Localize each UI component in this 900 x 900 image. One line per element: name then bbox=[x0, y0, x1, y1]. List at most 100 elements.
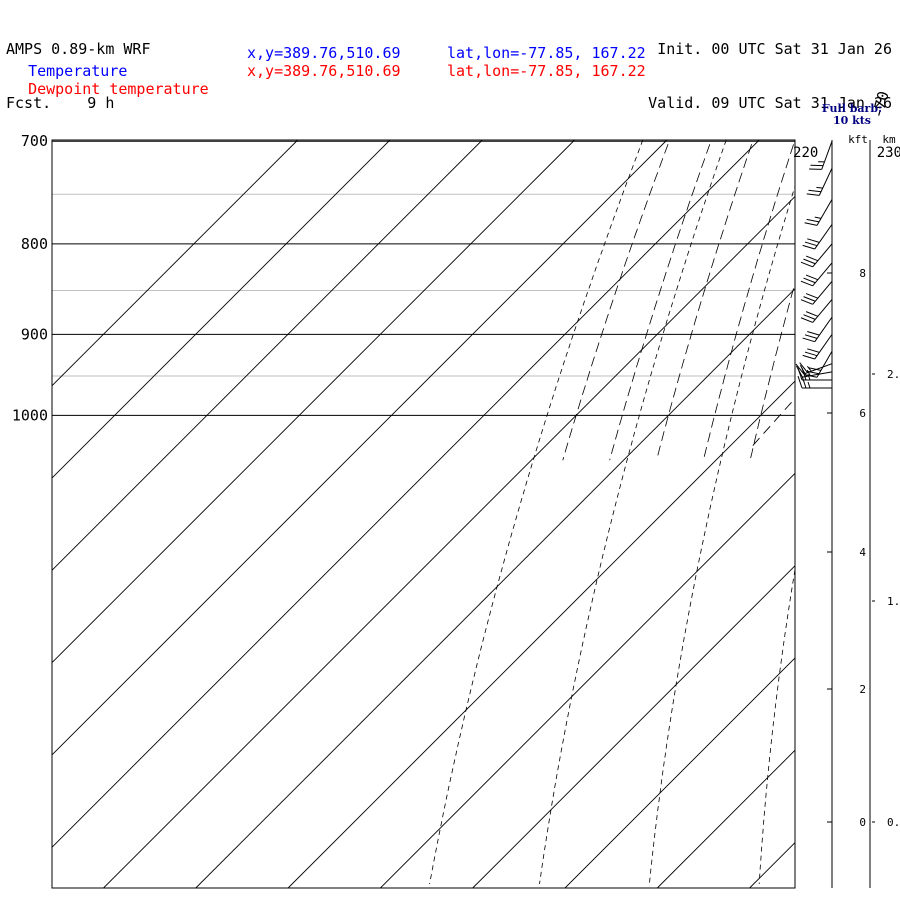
isotherm bbox=[103, 195, 795, 888]
km-tick-label: 2. bbox=[887, 368, 900, 381]
barb-half-flag bbox=[807, 365, 812, 372]
barb-flag bbox=[804, 222, 818, 226]
barb-flag bbox=[805, 255, 819, 262]
barb-flag bbox=[805, 293, 819, 299]
moist-adiabat bbox=[656, 140, 754, 461]
barb-half-flag bbox=[814, 216, 822, 219]
fcst-label: Fcst. bbox=[6, 94, 52, 112]
barb-flag bbox=[803, 258, 816, 265]
barb-half-flag bbox=[807, 381, 811, 389]
kft-tick-label: 8 bbox=[859, 267, 866, 280]
fcst-value: 9 h bbox=[87, 94, 115, 112]
barb-flag bbox=[808, 367, 822, 371]
dry-adiabat bbox=[649, 184, 795, 885]
kft-tick-label: 6 bbox=[859, 407, 866, 420]
isotherm bbox=[52, 140, 575, 664]
header-right: Init. 00 UTC Sat 31 Jan 26 Valid. 09 UTC… bbox=[648, 4, 892, 130]
init-value: 00 UTC Sat 31 Jan 26 bbox=[711, 40, 892, 58]
kft-tick-label: 2 bbox=[859, 683, 866, 696]
pressure-tick-label: 800 bbox=[21, 235, 48, 253]
model-name: AMPS 0.89-km WRF bbox=[6, 40, 151, 58]
barb-staff bbox=[812, 262, 833, 287]
header-left: AMPS 0.89-km WRF Fcst. 9 h bbox=[6, 4, 151, 130]
dry-adiabat bbox=[429, 140, 644, 885]
plot-frame bbox=[51, 139, 796, 889]
barb-flag bbox=[806, 218, 820, 223]
barb-legend-line1: Full barb: bbox=[821, 102, 883, 115]
kft-label: kft bbox=[848, 133, 868, 146]
barb-flag bbox=[800, 299, 813, 305]
barb-flag bbox=[797, 367, 803, 381]
barb-legend: Full barb: 10 kts bbox=[812, 103, 892, 127]
barb-flag bbox=[803, 314, 816, 320]
init-label: Init. bbox=[657, 40, 703, 58]
barb-flag bbox=[800, 280, 813, 287]
barb-flag bbox=[807, 331, 820, 336]
barb-flag bbox=[801, 367, 807, 381]
theta-label: 230 bbox=[877, 145, 900, 161]
moist-adiabat bbox=[562, 140, 670, 461]
barb-legend-line2: 10 kts bbox=[832, 114, 872, 127]
barb-staff bbox=[812, 299, 833, 323]
barb-flag bbox=[803, 277, 816, 284]
theta-label: 220 bbox=[793, 145, 818, 161]
barb-flag bbox=[807, 348, 820, 353]
barb-flag bbox=[806, 193, 820, 196]
mixing-ratio-line bbox=[875, 204, 900, 445]
barb-flag bbox=[804, 241, 818, 247]
wind-barb bbox=[802, 334, 833, 360]
dry-adiabat bbox=[869, 140, 900, 884]
barb-flag bbox=[805, 274, 819, 281]
km-label: km bbox=[882, 133, 896, 146]
barb-flag bbox=[801, 375, 807, 389]
wind-barb bbox=[800, 281, 833, 305]
barb-flag bbox=[802, 354, 815, 360]
barb-flag bbox=[795, 363, 805, 375]
wind-barb bbox=[797, 375, 832, 389]
barb-flag bbox=[797, 375, 803, 389]
barb-flag bbox=[804, 334, 818, 339]
init-time: Init. 00 UTC Sat 31 Jan 26 bbox=[648, 40, 892, 58]
wind-barb bbox=[804, 199, 833, 226]
barb-staff bbox=[814, 316, 833, 342]
forecast-hour: Fcst. 9 h bbox=[6, 94, 151, 112]
isotherm bbox=[52, 140, 760, 848]
pressure-tick-label: 700 bbox=[21, 132, 48, 150]
legend-dewpoint-latlon: lat,lon=-77.85, 167.22 bbox=[447, 62, 646, 80]
moist-adiabat bbox=[703, 140, 795, 461]
barb-staff bbox=[812, 243, 833, 268]
isotherm bbox=[52, 140, 483, 571]
kft-tick-label: 0 bbox=[859, 816, 866, 829]
barb-flag bbox=[802, 244, 815, 250]
wind-barb bbox=[800, 299, 833, 323]
valid-time: Valid. 09 UTC Sat 31 Jan 26 bbox=[648, 94, 892, 112]
barb-flag bbox=[807, 238, 820, 243]
isotherm bbox=[842, 140, 900, 888]
isotherm bbox=[472, 565, 795, 888]
legend-dewpoint-name: Dewpoint temperature bbox=[28, 80, 209, 98]
wind-barb bbox=[797, 367, 832, 381]
mixing-ratio-line bbox=[812, 204, 900, 445]
moist-adiabat bbox=[890, 130, 900, 460]
barb-flag bbox=[805, 311, 819, 317]
legend-dewpoint-xy: x,y=389.76,510.69 bbox=[247, 62, 401, 80]
barb-flag bbox=[802, 337, 815, 343]
isotherm bbox=[564, 657, 795, 888]
barb-flag bbox=[803, 296, 816, 302]
barb-staff bbox=[812, 281, 833, 305]
legend-temperature-xy: x,y=389.76,510.69 bbox=[247, 44, 401, 62]
legend-temperature: Temperature bbox=[10, 44, 127, 80]
isotherm bbox=[656, 749, 795, 888]
legend-temperature-name: Temperature bbox=[28, 62, 128, 80]
wind-barb bbox=[809, 141, 833, 170]
barb-half-flag bbox=[816, 186, 823, 189]
barb-staff bbox=[814, 334, 833, 360]
kft-tick-label: 4 bbox=[859, 546, 866, 559]
wind-barb bbox=[802, 224, 833, 250]
isotherm bbox=[52, 140, 391, 479]
km-tick-label: 1. bbox=[887, 595, 900, 608]
legend-temperature-latlon: lat,lon=-77.85, 167.22 bbox=[447, 44, 646, 62]
wind-barb bbox=[800, 262, 833, 287]
barb-staff bbox=[818, 167, 833, 196]
barb-staff bbox=[816, 351, 833, 378]
